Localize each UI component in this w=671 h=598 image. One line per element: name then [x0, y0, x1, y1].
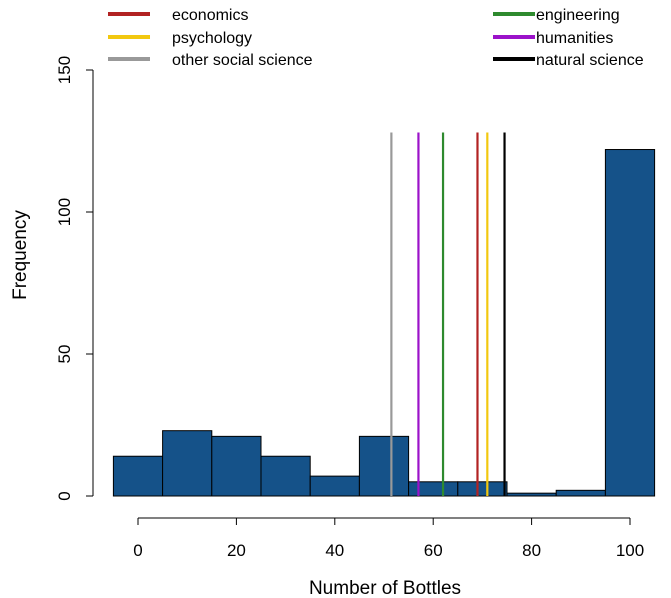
y-axis-label: Frequency [10, 210, 31, 300]
histogram-bar [309, 475, 360, 497]
reference-lines [390, 132, 506, 496]
histogram-bar [408, 481, 459, 497]
histogram-bar [358, 435, 410, 497]
y-tick-label: 100 [55, 198, 74, 226]
histogram-bar [162, 430, 213, 497]
legend: economics psychology other social science e… [108, 7, 644, 69]
x-tick-label: 0 [133, 541, 142, 560]
legend-label: economics [172, 7, 248, 24]
histogram-bar [457, 481, 508, 497]
x-tick-label: 80 [522, 541, 541, 560]
legend-label: natural science [536, 52, 644, 69]
histogram-bars [112, 149, 656, 497]
histogram-bar [260, 455, 311, 497]
x-tick-label: 20 [227, 541, 246, 560]
y-tick-label: 0 [55, 491, 74, 500]
x-tick-label: 40 [325, 541, 344, 560]
legend-label: humanities [536, 30, 613, 47]
legend-label: psychology [172, 30, 252, 47]
histogram-bar [506, 492, 557, 497]
y-tick-label: 150 [55, 56, 74, 84]
histogram-bar [604, 149, 656, 497]
legend-label: other social science [172, 52, 313, 69]
histogram-bar [555, 489, 606, 497]
legend-label: engineering [536, 7, 620, 24]
histogram-bar [211, 435, 262, 497]
y-tick-label: 50 [55, 345, 74, 364]
y-axis: 0 50 100 150 [55, 56, 94, 501]
x-tick-label: 60 [424, 541, 443, 560]
x-axis: 0 20 40 60 80 100 [133, 517, 644, 560]
x-tick-label: 100 [616, 541, 644, 560]
x-axis-label: Number of Bottles [309, 578, 461, 598]
histogram-bar [112, 455, 164, 497]
